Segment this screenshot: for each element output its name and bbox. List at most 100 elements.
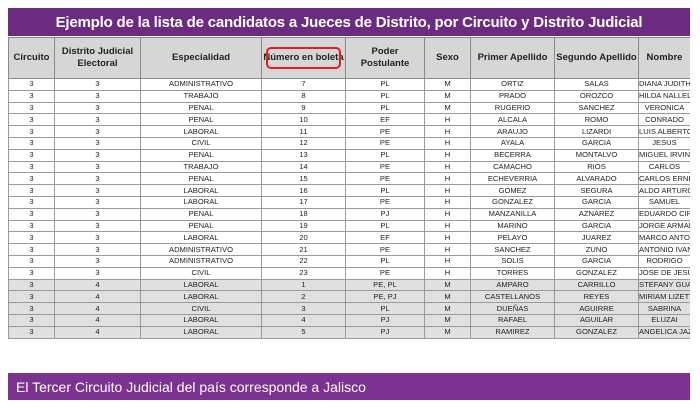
- cell-especialidad: CIVIL: [140, 302, 262, 315]
- cell-segundo-apellido: LIZARDI: [554, 125, 639, 138]
- cell-especialidad: LABORAL: [140, 325, 262, 339]
- cell-nombre: EDUARDO CIPRIANO: [638, 207, 690, 221]
- cell-numero-boleta: 12: [261, 136, 346, 150]
- table-row: 3 3 PENAL 10 EF H ALCALA ROMO CONRADO: [8, 113, 690, 127]
- cell-distrito: 3: [54, 101, 141, 115]
- cell-especialidad: TRABAJO: [140, 160, 262, 174]
- cell-nombre: STEFANY GUADALUPE: [638, 278, 690, 292]
- cell-numero-boleta: 1: [261, 278, 346, 292]
- cell-numero-boleta: 5: [261, 325, 346, 339]
- cell-nombre: ANTONIO IVAN: [638, 243, 690, 256]
- cell-nombre: HILDA NALLELY: [638, 89, 690, 103]
- table-row: 3 3 LABORAL 16 PL H GOMEZ SEGURA ALDO ARTURO: [8, 184, 690, 197]
- cell-primer-apellido: DUEÑAS: [470, 302, 555, 315]
- cell-poder: PL: [345, 254, 425, 268]
- cell-segundo-apellido: SALAS: [554, 78, 639, 91]
- cell-nombre: CONRADO: [638, 113, 690, 127]
- cell-poder: PL: [345, 89, 425, 103]
- cell-especialidad: LABORAL: [140, 125, 262, 138]
- table-row: 3 3 ADMINISTRATIVO 21 PE H SANCHEZ ZUNO ANTONIO …: [8, 243, 690, 256]
- cell-distrito: 3: [54, 113, 141, 127]
- cell-distrito: 3: [54, 231, 141, 245]
- cell-segundo-apellido: AGUIRRE: [554, 302, 639, 315]
- cell-nombre: CARLOS ERNESTO: [638, 172, 690, 186]
- page-title: Ejemplo de la lista de candidatos a Juec…: [8, 8, 690, 36]
- table-row: 3 3 LABORAL 11 PE H ARAUJO LIZARDI LUIS ALBERTO: [8, 125, 690, 138]
- table-body: 3 3 ADMINISTRATIVO 7 PL M ORTIZ SALAS DIANA JUDI…: [8, 78, 690, 339]
- cell-circuito: 3: [8, 278, 55, 292]
- cell-circuito: 3: [8, 290, 55, 304]
- cell-circuito: 3: [8, 160, 55, 174]
- cell-primer-apellido: BECERRA: [470, 148, 555, 162]
- cell-segundo-apellido: REYES: [554, 290, 639, 304]
- cell-circuito: 3: [8, 172, 55, 186]
- cell-distrito: 3: [54, 136, 141, 150]
- cell-circuito: 3: [8, 148, 55, 162]
- cell-sexo: H: [424, 207, 471, 221]
- cell-especialidad: PENAL: [140, 148, 262, 162]
- cell-poder: PJ: [345, 313, 425, 327]
- cell-especialidad: LABORAL: [140, 313, 262, 327]
- cell-primer-apellido: ALCALA: [470, 113, 555, 127]
- table-row: 3 3 TRABAJO 14 PE H CAMACHO RIOS CARLOS: [8, 160, 690, 174]
- table-row: 3 3 ADMINISTRATIVO 7 PL M ORTIZ SALAS DIANA JUDI…: [8, 78, 690, 91]
- table-row: 3 3 PENAL 9 PL M RUGERIO SANCHEZ VERONICA: [8, 101, 690, 115]
- cell-sexo: M: [424, 89, 471, 103]
- cell-circuito: 3: [8, 254, 55, 268]
- cell-especialidad: ADMINISTRATIVO: [140, 243, 262, 256]
- cell-circuito: 3: [8, 325, 55, 339]
- cell-distrito: 3: [54, 89, 141, 103]
- cell-poder: PE: [345, 160, 425, 174]
- cell-nombre: MIRIAM LIZETTE: [638, 290, 690, 304]
- cell-poder: PE, PL: [345, 278, 425, 292]
- candidates-table-container: Circuito Distrito Judicial Electoral Esp…: [8, 37, 690, 368]
- cell-distrito: 3: [54, 195, 141, 209]
- cell-numero-boleta: 14: [261, 160, 346, 174]
- cell-poder: PE: [345, 243, 425, 256]
- cell-segundo-apellido: GONZALEZ: [554, 266, 639, 280]
- cell-distrito: 3: [54, 219, 141, 233]
- cell-distrito: 4: [54, 313, 141, 327]
- cell-segundo-apellido: MONTALVO: [554, 148, 639, 162]
- cell-nombre: MARCO ANTONIO: [638, 231, 690, 245]
- cell-especialidad: LABORAL: [140, 290, 262, 304]
- cell-sexo: M: [424, 78, 471, 91]
- cell-numero-boleta: 8: [261, 89, 346, 103]
- cell-especialidad: PENAL: [140, 113, 262, 127]
- cell-sexo: M: [424, 302, 471, 315]
- cell-especialidad: LABORAL: [140, 278, 262, 292]
- cell-primer-apellido: RAMIREZ: [470, 325, 555, 339]
- cell-sexo: H: [424, 136, 471, 150]
- table-row: 3 3 PENAL 15 PE H ECHEVERRIA ALVARADO CARLOS ERN…: [8, 172, 690, 186]
- cell-numero-boleta: 18: [261, 207, 346, 221]
- cell-primer-apellido: SOLIS: [470, 254, 555, 268]
- cell-circuito: 3: [8, 207, 55, 221]
- cell-sexo: M: [424, 325, 471, 339]
- cell-primer-apellido: AYALA: [470, 136, 555, 150]
- cell-poder: PE, PJ: [345, 290, 425, 304]
- cell-primer-apellido: ECHEVERRIA: [470, 172, 555, 186]
- col-header-segundo-apellido: Segundo Apellido: [554, 37, 639, 79]
- cell-segundo-apellido: ZUNO: [554, 243, 639, 256]
- cell-especialidad: PENAL: [140, 207, 262, 221]
- cell-sexo: H: [424, 231, 471, 245]
- cell-especialidad: PENAL: [140, 172, 262, 186]
- cell-poder: PL: [345, 78, 425, 91]
- col-header-nombre: Nombre: [638, 37, 690, 79]
- cell-segundo-apellido: ROMO: [554, 113, 639, 127]
- cell-primer-apellido: PELAYO: [470, 231, 555, 245]
- cell-sexo: M: [424, 278, 471, 292]
- cell-primer-apellido: ARAUJO: [470, 125, 555, 138]
- cell-numero-boleta: 4: [261, 313, 346, 327]
- cell-numero-boleta: 10: [261, 113, 346, 127]
- header-row: Circuito Distrito Judicial Electoral Esp…: [8, 37, 690, 79]
- cell-nombre: RODRIGO: [638, 254, 690, 268]
- cell-poder: PL: [345, 219, 425, 233]
- cell-numero-boleta: 9: [261, 101, 346, 115]
- cell-distrito: 3: [54, 125, 141, 138]
- cell-numero-boleta: 19: [261, 219, 346, 233]
- table-row: 3 3 LABORAL 17 PE H GONZALEZ GARCIA SAMUEL: [8, 195, 690, 209]
- cell-nombre: DIANA JUDITH: [638, 78, 690, 91]
- col-header-primer-apellido: Primer Apellido: [470, 37, 555, 79]
